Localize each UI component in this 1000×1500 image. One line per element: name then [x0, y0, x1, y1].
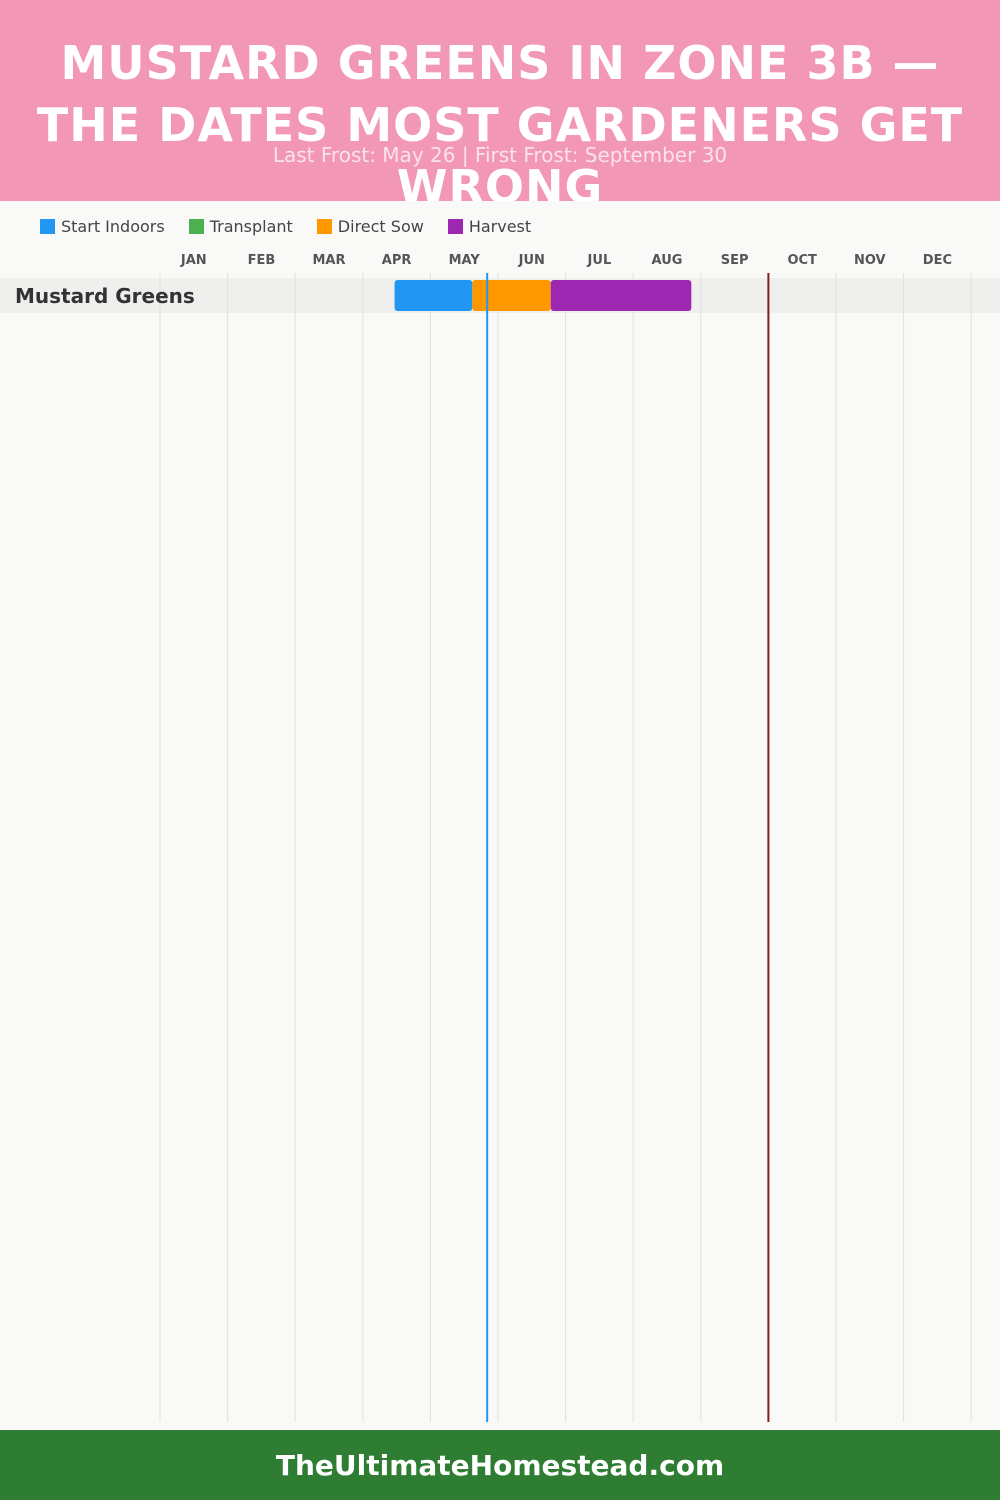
month-label: DEC — [923, 253, 952, 268]
legend-item-harvest: Harvest — [447, 214, 532, 238]
phase-bar-direct-sow — [472, 280, 551, 311]
legend-label: Direct Sow — [337, 216, 424, 236]
month-label: MAR — [312, 253, 345, 268]
legend-swatch-transplant — [188, 218, 204, 234]
month-label: FEB — [248, 253, 276, 268]
month-label: SEP — [721, 253, 749, 268]
legend-swatch-harvest — [447, 218, 463, 234]
month-label: JAN — [180, 253, 207, 268]
footer-site-name: TheUltimateHomestead.com — [275, 1448, 725, 1482]
footer-banner: TheUltimateHomestead.com — [0, 1430, 1000, 1500]
month-label: AUG — [652, 253, 683, 268]
phase-bar-harvest — [550, 280, 692, 311]
legend-item-transplant: Transplant — [188, 214, 293, 238]
month-label: JUN — [518, 253, 545, 268]
legend-label: Harvest — [468, 216, 532, 236]
frost-dates-subtitle: Last Frost: May 26 | First Frost: Septem… — [272, 143, 728, 167]
legend-swatch-start-indoors — [40, 218, 55, 234]
legend-item-start-indoors: Start Indoors — [40, 214, 165, 238]
month-label: APR — [382, 253, 412, 268]
legend-label: Transplant — [209, 216, 293, 236]
month-label: OCT — [787, 253, 817, 268]
page-title: MUSTARD GREENS IN ZONE 3B — THE DATES MO… — [36, 36, 964, 201]
planting-calendar-chart: JAN FEB MAR APR MAY JUN JUL AUG SEP OCT NOV DEC Must… — [15, 253, 972, 1422]
month-label: MAY — [449, 253, 481, 268]
phase-bar-start-indoors — [394, 280, 473, 311]
month-label: NOV — [854, 253, 886, 268]
legend-swatch-direct-sow — [316, 218, 332, 234]
header-banner: MUSTARD GREENS IN ZONE 3B — THE DATES MO… — [0, 0, 1000, 201]
legend: Start Indoors Transplant Direct Sow Harv… — [40, 214, 555, 238]
legend-item-direct-sow: Direct Sow — [316, 214, 424, 238]
crop-label: Mustard Greens — [15, 284, 195, 308]
month-label: JUL — [587, 253, 612, 268]
legend-label: Start Indoors — [61, 216, 165, 236]
